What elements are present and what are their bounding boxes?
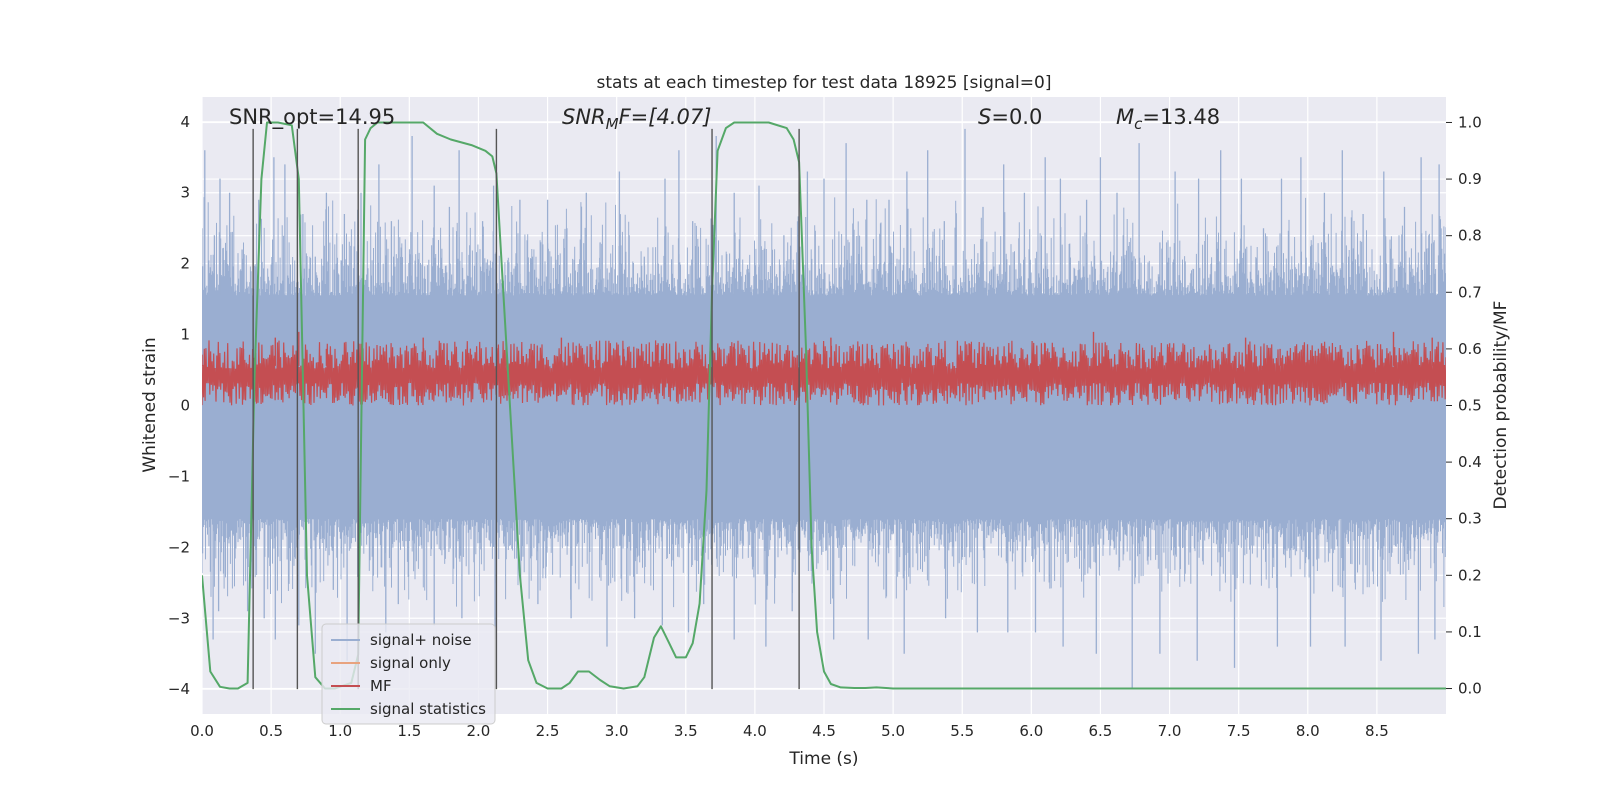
series-layer (202, 121, 1446, 690)
x-tick-label: 1.5 (397, 722, 421, 740)
y-left-tick-label: −1 (168, 467, 190, 485)
mc-sub: c (1134, 115, 1143, 133)
annotation-snr-mf: SNRMF=[4.07] (562, 105, 711, 133)
mf-trace (202, 340, 1446, 406)
snr-mf-sub: M (606, 115, 619, 133)
annotation-s: S=0.0 (978, 105, 1042, 129)
y-right-tick-label: 1.0 (1458, 113, 1482, 131)
y-left-tick-label: −3 (168, 609, 190, 627)
y-right-tick-label: 0.2 (1458, 566, 1482, 584)
legend-label-signal-noise: signal+ noise (370, 631, 472, 649)
x-tick-label: 6.0 (1019, 722, 1043, 740)
y-axis-label-left: Whitened strain (140, 337, 160, 472)
y-axis-label-right: Detection probability/MF (1491, 301, 1511, 510)
legend-box (321, 623, 496, 725)
mc-value: =13.48 (1142, 105, 1220, 129)
legend: signal+ noise signal only MF signal stat… (321, 623, 496, 725)
x-tick-label: 6.5 (1089, 722, 1113, 740)
annotation-mc: Mc=13.48 (1116, 105, 1220, 133)
x-tick-label: 8.0 (1296, 722, 1320, 740)
x-tick-label: 4.5 (812, 722, 836, 740)
x-tick-label: 1.0 (328, 722, 352, 740)
legend-label-signal-statistics: signal statistics (370, 700, 486, 718)
y-left-tick-label: 1 (180, 326, 190, 344)
signal-noise-peaks (204, 128, 1440, 690)
x-tick-label: 7.0 (1158, 722, 1182, 740)
y-left-tick-label: −4 (168, 680, 190, 698)
y-right-tick-label: 0.4 (1458, 453, 1482, 471)
s-label: S (978, 105, 991, 129)
y-right-tick-label: 0.3 (1458, 510, 1482, 528)
signal-statistics-line (202, 121, 1446, 690)
y-right-tick-label: 0.0 (1458, 680, 1482, 698)
snr-mf-base: SNR (562, 105, 606, 129)
x-tick-label: 5.5 (950, 722, 974, 740)
y-left-tick-label: 4 (180, 113, 190, 131)
y-left-tick-label: 3 (180, 184, 190, 202)
y-left-tick-label: −2 (168, 538, 190, 556)
y-right-tick-label: 0.5 (1458, 397, 1482, 415)
x-tick-label: 0.0 (190, 722, 214, 740)
legend-label-signal-only: signal only (370, 654, 451, 672)
annotation-snr-opt: SNR_opt=14.95 (229, 105, 395, 130)
x-tick-label: 0.5 (259, 722, 283, 740)
y-right-tick-label: 0.9 (1458, 170, 1482, 188)
y-right-tick-label: 0.1 (1458, 623, 1482, 641)
detection-markers (252, 128, 800, 690)
y-right-tick-label: 0.6 (1458, 340, 1482, 358)
x-axis-label: Time (s) (788, 749, 858, 769)
x-tick-label: 8.5 (1365, 722, 1389, 740)
y-left-tick-label: 0 (180, 397, 190, 415)
y-right-tick-label: 0.7 (1458, 283, 1482, 301)
chart-title: stats at each timestep for test data 189… (597, 73, 1052, 93)
mc-base: M (1116, 105, 1134, 129)
x-tick-label: 2.0 (467, 722, 491, 740)
mf-peaks (202, 331, 1433, 366)
x-tick-label: 5.0 (881, 722, 905, 740)
x-tick-label: 4.0 (743, 722, 767, 740)
x-tick-label: 3.5 (674, 722, 698, 740)
x-tick-label: 3.0 (605, 722, 629, 740)
y-right-tick-label: 0.8 (1458, 227, 1482, 245)
legend-label-mf: MF (370, 677, 392, 695)
x-tick-label: 2.5 (536, 722, 560, 740)
y-left-tick-label: 2 (180, 255, 190, 273)
snr-mf-rest: F=[4.07] (619, 105, 712, 129)
tick-labels: 0.0 0.5 1.0 1.5 2.0 2.5 3.0 3.5 4.0 4.5 5.0 5.5 6.0 6… (168, 113, 1482, 740)
s-value: =0.0 (991, 105, 1042, 129)
x-tick-label: 7.5 (1227, 722, 1251, 740)
